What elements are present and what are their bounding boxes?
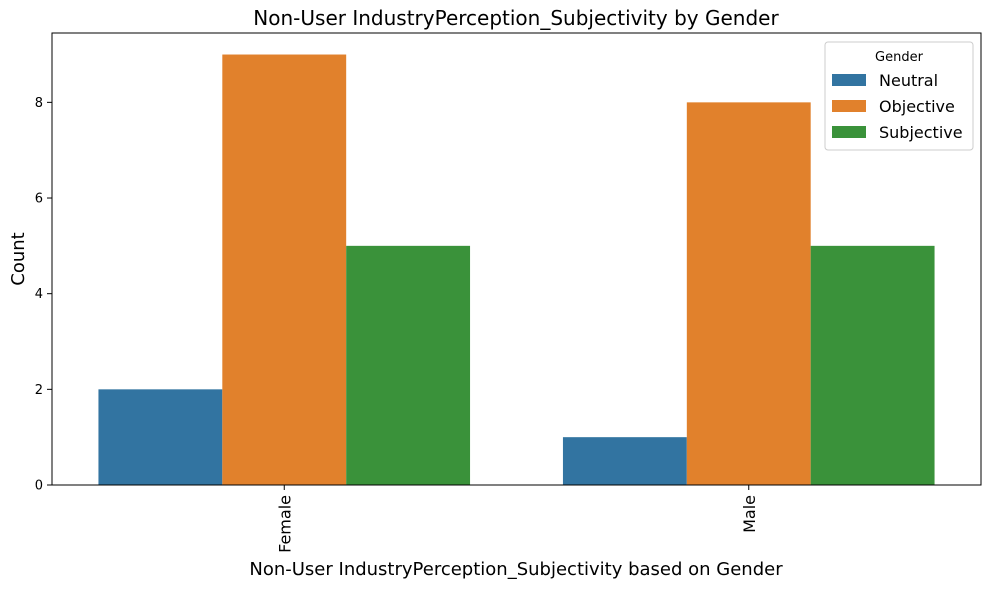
bar-subjective-male [810,245,935,485]
y-tick-label: 6 [35,192,43,207]
y-axis-label: Count [8,232,29,285]
legend-swatch-objective [832,100,866,112]
y-tick-label: 2 [35,383,43,398]
plot-frame [51,32,982,486]
legend-label-subjective: Subjective [879,123,963,142]
bars-group [98,54,935,486]
bar-neutral-male [562,437,687,485]
legend-title: Gender [875,50,924,65]
chart-title: Non-User IndustryPerception_Subjectivity… [253,6,779,30]
y-tick-label: 8 [35,96,43,111]
bar-neutral-female [98,389,223,485]
x-tick-label: Male [740,495,759,533]
bar-objective-female [222,54,347,486]
x-tick-label: Female [275,495,294,553]
bar-subjective-female [346,245,471,485]
legend-box [824,41,974,151]
y-tick-label: 0 [35,479,43,494]
y-tick-label: 4 [35,287,43,302]
legend: Gender Neutral Objective Subjective [824,41,974,151]
legend-label-objective: Objective [879,97,955,116]
x-axis: Female Male [275,485,759,553]
legend-label-neutral: Neutral [879,71,938,90]
legend-swatch-neutral [832,74,866,86]
bar-objective-male [686,102,811,486]
legend-swatch-subjective [832,126,866,138]
y-axis: 0 2 4 6 8 [35,96,52,494]
x-axis-label: Non-User IndustryPerception_Subjectivity… [249,559,783,580]
